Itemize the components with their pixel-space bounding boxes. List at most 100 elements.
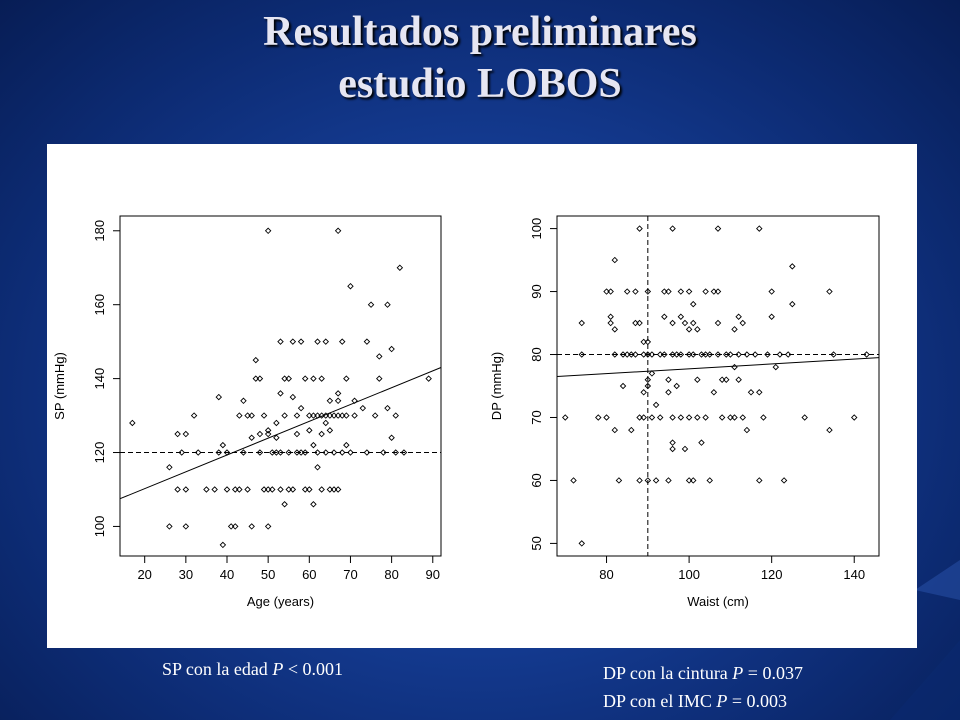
plot2-data-point	[669, 414, 676, 421]
plot2-data-point	[776, 351, 784, 358]
plot2-data-point	[751, 351, 759, 358]
scatter-plots: 20 30 40 50 60 70 80 90 100 120 140 160 180 Age (year…	[52, 215, 880, 609]
plot1-data-point	[182, 523, 190, 530]
plot1-data-point	[182, 430, 190, 438]
plot2-y-tick-label: 80	[529, 347, 544, 361]
plot1-data-point	[248, 523, 255, 530]
plot2-data-point	[570, 477, 577, 484]
plot2-data-point	[772, 363, 780, 371]
plot2-data-point	[768, 288, 775, 295]
plot2-data-point	[669, 351, 676, 358]
plot1-data-point	[326, 412, 334, 419]
plot2-data-point	[607, 313, 614, 320]
plot2-y-tick-label: 60	[529, 473, 544, 487]
plot1-data-point	[281, 501, 288, 508]
plot2-data-point	[689, 477, 697, 484]
plot1-data-point	[194, 449, 202, 456]
plot2-data-point	[689, 351, 697, 358]
plot2-data-point	[710, 288, 718, 295]
plot1-data-point	[306, 427, 313, 434]
plot1-data-point	[347, 449, 354, 456]
plot2-data-point	[640, 414, 647, 421]
plot2-data-point	[727, 414, 734, 421]
plot2-data-point	[677, 414, 685, 421]
plot2-x-tick-label: 80	[599, 567, 613, 582]
plot2-data-point	[727, 351, 734, 358]
plot2-data-point	[652, 401, 660, 409]
plot1-data-point	[190, 412, 198, 419]
plot2-x-axis-label: Waist (cm)	[687, 594, 749, 609]
plot2-data-point	[685, 414, 693, 421]
plot2-data-point	[640, 338, 647, 346]
plot1-data-point	[248, 412, 255, 419]
plot1-data-point	[326, 427, 334, 434]
plot2-data-point	[685, 477, 693, 484]
plot2-data-point	[644, 288, 652, 295]
plot1-data-point	[252, 356, 260, 364]
plot1-data-point	[330, 412, 338, 419]
plot2-data-point	[661, 351, 668, 358]
plot1-data-point	[334, 486, 342, 493]
plot2-data-point	[644, 376, 652, 383]
plot2-data-point	[756, 477, 763, 484]
plot1-data-point	[392, 449, 399, 456]
plot1-x-tick-label: 20	[137, 567, 151, 582]
plot1-data-point	[215, 449, 223, 456]
plot2-data-point	[739, 319, 747, 327]
plot1-data-point	[363, 449, 371, 456]
plot1-data-point	[326, 397, 334, 405]
plot1-x-axis-label: Age (years)	[247, 594, 314, 609]
plot2-data-point	[623, 288, 631, 295]
plot1-data-point	[371, 412, 379, 419]
plot1-data-point	[318, 430, 325, 438]
plot2-data-point	[706, 477, 713, 484]
plot2-data-point	[578, 540, 586, 547]
plot1-data-point	[314, 449, 321, 456]
plot2-data-point	[723, 351, 730, 358]
plot2-data-point	[689, 319, 697, 327]
plot2-data-point	[607, 319, 614, 327]
plot1-data-point	[269, 486, 276, 493]
plot2-data-point	[718, 376, 726, 383]
caption-waist: DP con la cintura P = 0.037	[603, 663, 803, 683]
plot2-data-point	[702, 351, 709, 358]
plot1-data-point	[425, 375, 432, 382]
plot2-data-point	[603, 414, 610, 421]
slide-title: Resultados preliminares estudio LOBOS	[0, 6, 960, 110]
plot2-data-point	[685, 326, 693, 333]
plot2-frame	[556, 215, 880, 557]
plot1-data-point	[334, 412, 342, 419]
plot1-data-point	[240, 397, 247, 405]
plot2-data-point	[826, 288, 833, 295]
plot1-data-point	[338, 449, 346, 456]
plot1-data-point	[301, 449, 309, 456]
plot1-data-point	[264, 523, 272, 530]
plot2-data-point	[756, 225, 763, 232]
plot1-data-point	[318, 412, 325, 419]
plot1-data-point	[380, 449, 387, 456]
plot1-data-point	[248, 434, 255, 441]
plot2-data-point	[632, 351, 639, 358]
plot2-data-point	[735, 313, 742, 320]
plot1-data-point	[343, 412, 350, 419]
plot1-data-point	[236, 412, 243, 419]
plot1-x-tick-label: 30	[179, 567, 193, 582]
plot1-data-point	[231, 523, 239, 530]
plot2-x-tick-label: 140	[843, 567, 865, 582]
plot1-data-point	[384, 301, 391, 308]
plot1-data-point	[310, 412, 317, 419]
plot2-data-point	[619, 351, 627, 358]
plot1-data-point	[281, 412, 288, 419]
plot1-frame	[119, 215, 442, 557]
plot1-data-point	[293, 412, 301, 419]
plot2-data-point	[636, 225, 643, 232]
plot2-data-point	[665, 376, 672, 383]
plot1-data-point	[351, 397, 358, 405]
plot1-data-point	[231, 486, 239, 493]
plot2-data-point	[685, 288, 693, 295]
plot1-data-point	[264, 427, 272, 434]
plot1-data-point	[334, 397, 342, 405]
plot2-data-point	[603, 288, 610, 295]
plot1-data-point	[211, 486, 218, 493]
plot2-data-point	[661, 313, 668, 320]
